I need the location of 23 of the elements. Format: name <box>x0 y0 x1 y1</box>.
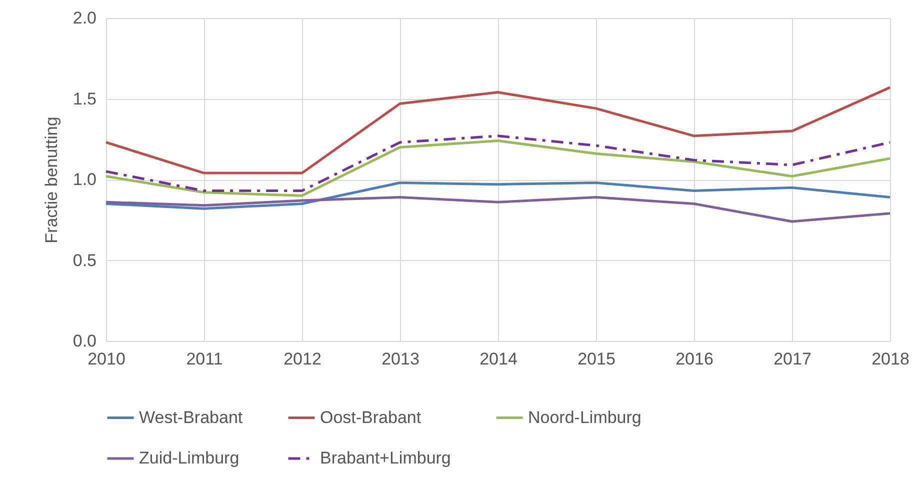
x-tick-label: 2010 <box>88 350 126 368</box>
legend-label: Oost-Brabant <box>320 408 422 427</box>
y-axis-title: Fractie benutting <box>42 116 61 244</box>
y-tick-label: 1.5 <box>72 89 96 108</box>
y-tick-label: 0.5 <box>72 250 96 270</box>
y-tick-label: 2.0 <box>72 8 96 28</box>
y-tick-label: 1.0 <box>72 170 96 189</box>
x-tick-label: 2018 <box>872 350 910 368</box>
x-tick-label: 2012 <box>284 350 322 368</box>
x-tick-label: 2013 <box>382 350 420 368</box>
line-series <box>104 86 892 174</box>
legend-label: Noord-Limburg <box>528 408 642 427</box>
x-tick-label: 2015 <box>578 350 616 368</box>
x-tick-label: 2016 <box>676 350 714 368</box>
legend-label: West-Brabant <box>139 408 243 427</box>
y-tick-label: 0.0 <box>72 332 96 350</box>
line-series <box>104 181 892 210</box>
x-tick-label: 2014 <box>480 350 518 368</box>
legend-label: Zuid-Limburg <box>139 448 240 468</box>
x-tick-label: 2017 <box>774 350 812 368</box>
legend-label: Brabant+Limburg <box>320 448 451 468</box>
x-tick-label: 2011 <box>186 350 223 368</box>
line-series <box>104 196 892 223</box>
